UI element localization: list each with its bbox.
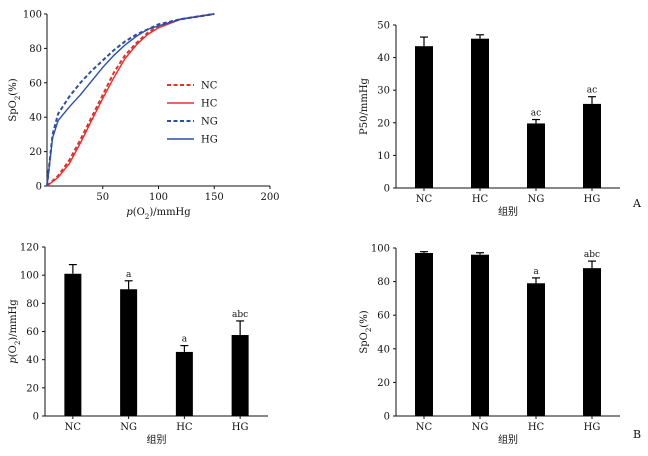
legend-label-nc: NC	[201, 81, 218, 92]
spo2-bar-hg	[583, 268, 601, 416]
spo2-bar-hc	[527, 283, 545, 416]
curve-y-axis-label: SpO2(%)	[8, 78, 22, 121]
p50-y-tick-label: 30	[377, 86, 390, 97]
po2-x-axis-label: 组别	[147, 433, 167, 446]
po2-y-tick-label: 0	[33, 412, 39, 423]
po2-annotation-hg: abc	[232, 310, 248, 320]
po2-y-axis-label: p(O2)/mmHg	[8, 299, 22, 364]
po2-x-tick-label: HG	[232, 422, 249, 433]
p50-y-tick-label: 20	[377, 118, 390, 129]
spo2-y-tick-label: 40	[377, 344, 390, 355]
curve-x-axis-label: p(O2)/mmHg	[126, 207, 191, 221]
spo2-bar-nc	[415, 253, 433, 416]
curve-y-tick-label: 40	[29, 113, 42, 124]
p50-x-tick-label: NG	[528, 194, 545, 205]
curve-x-tick-label: 200	[260, 192, 279, 203]
spo2-y-tick-label: 100	[371, 244, 390, 255]
curve-series-hg	[46, 13, 215, 187]
po2-annotation-ng: a	[126, 270, 132, 280]
p50-x-tick-label: NC	[416, 194, 433, 205]
p50-y-tick-label: 0	[384, 184, 390, 195]
spo2-x-tick-label: HC	[528, 422, 545, 433]
legend-label-ng: NG	[201, 117, 218, 128]
po2-y-tick-label: 100	[20, 271, 39, 282]
curve-y-tick-label: 0	[36, 182, 42, 193]
p50-annotation-ng: ac	[531, 109, 541, 119]
spo2-y-axis-label: SpO2(%)	[359, 310, 373, 353]
p50-bar-hc	[471, 38, 489, 188]
legend-label-hg: HG	[201, 135, 218, 146]
legend-label-hc: HC	[201, 99, 218, 110]
curve-y-tick-label: 60	[29, 78, 42, 89]
panel-label-a: A	[632, 197, 642, 210]
spo2-x-axis-label: 组别	[498, 433, 518, 446]
po2-x-tick-label: NG	[120, 422, 137, 433]
spo2-x-tick-label: NG	[472, 422, 489, 433]
spo2-y-tick-label: 60	[377, 311, 390, 322]
po2-x-tick-label: HC	[176, 422, 193, 433]
po2-x-tick-label: NC	[65, 422, 82, 433]
curve-x-tick-label: 50	[96, 192, 109, 203]
po2-annotation-hc: a	[182, 335, 188, 345]
po2-bar-hg	[231, 335, 249, 416]
panel-label-b: B	[633, 428, 641, 441]
curve-y-tick-label: 20	[29, 147, 42, 158]
p50-x-tick-label: HC	[472, 194, 489, 205]
spo2-annotation-hc: a	[533, 267, 539, 277]
spo2-x-tick-label: HG	[584, 422, 601, 433]
p50-y-tick-label: 40	[377, 53, 390, 64]
p50-y-tick-label: 50	[377, 21, 390, 32]
p50-bar-hg	[583, 103, 601, 188]
p50-bar-nc	[415, 46, 433, 188]
curve-x-tick-label: 100	[149, 192, 168, 203]
po2-y-tick-label: 40	[26, 355, 39, 366]
po2-y-tick-label: 120	[20, 243, 39, 254]
curve-series-ng	[46, 13, 215, 187]
po2-y-tick-label: 20	[26, 383, 39, 394]
spo2-y-tick-label: 20	[377, 378, 390, 389]
po2-y-tick-label: 60	[26, 327, 39, 338]
po2-bar-ng	[120, 289, 138, 416]
spo2-y-tick-label: 0	[384, 412, 390, 423]
spo2-y-tick-label: 80	[377, 277, 390, 288]
p50-annotation-hg: ac	[587, 86, 597, 96]
p50-x-axis-label: 组别	[498, 205, 518, 218]
p50-x-tick-label: HG	[584, 194, 601, 205]
p50-y-axis-label: P50/mmHg	[359, 77, 370, 135]
po2-bar-hc	[175, 351, 193, 416]
curve-y-tick-label: 80	[29, 44, 42, 55]
p50-bar-ng	[527, 123, 545, 188]
spo2-annotation-hg: abc	[584, 250, 600, 260]
p50-y-tick-label: 10	[377, 151, 390, 162]
curve-x-tick-label: 150	[205, 192, 224, 203]
spo2-x-tick-label: NC	[416, 422, 433, 433]
po2-y-tick-label: 80	[26, 299, 39, 310]
po2-bar-nc	[64, 273, 82, 416]
curve-y-tick-label: 100	[23, 10, 42, 21]
spo2-bar-ng	[471, 254, 489, 416]
